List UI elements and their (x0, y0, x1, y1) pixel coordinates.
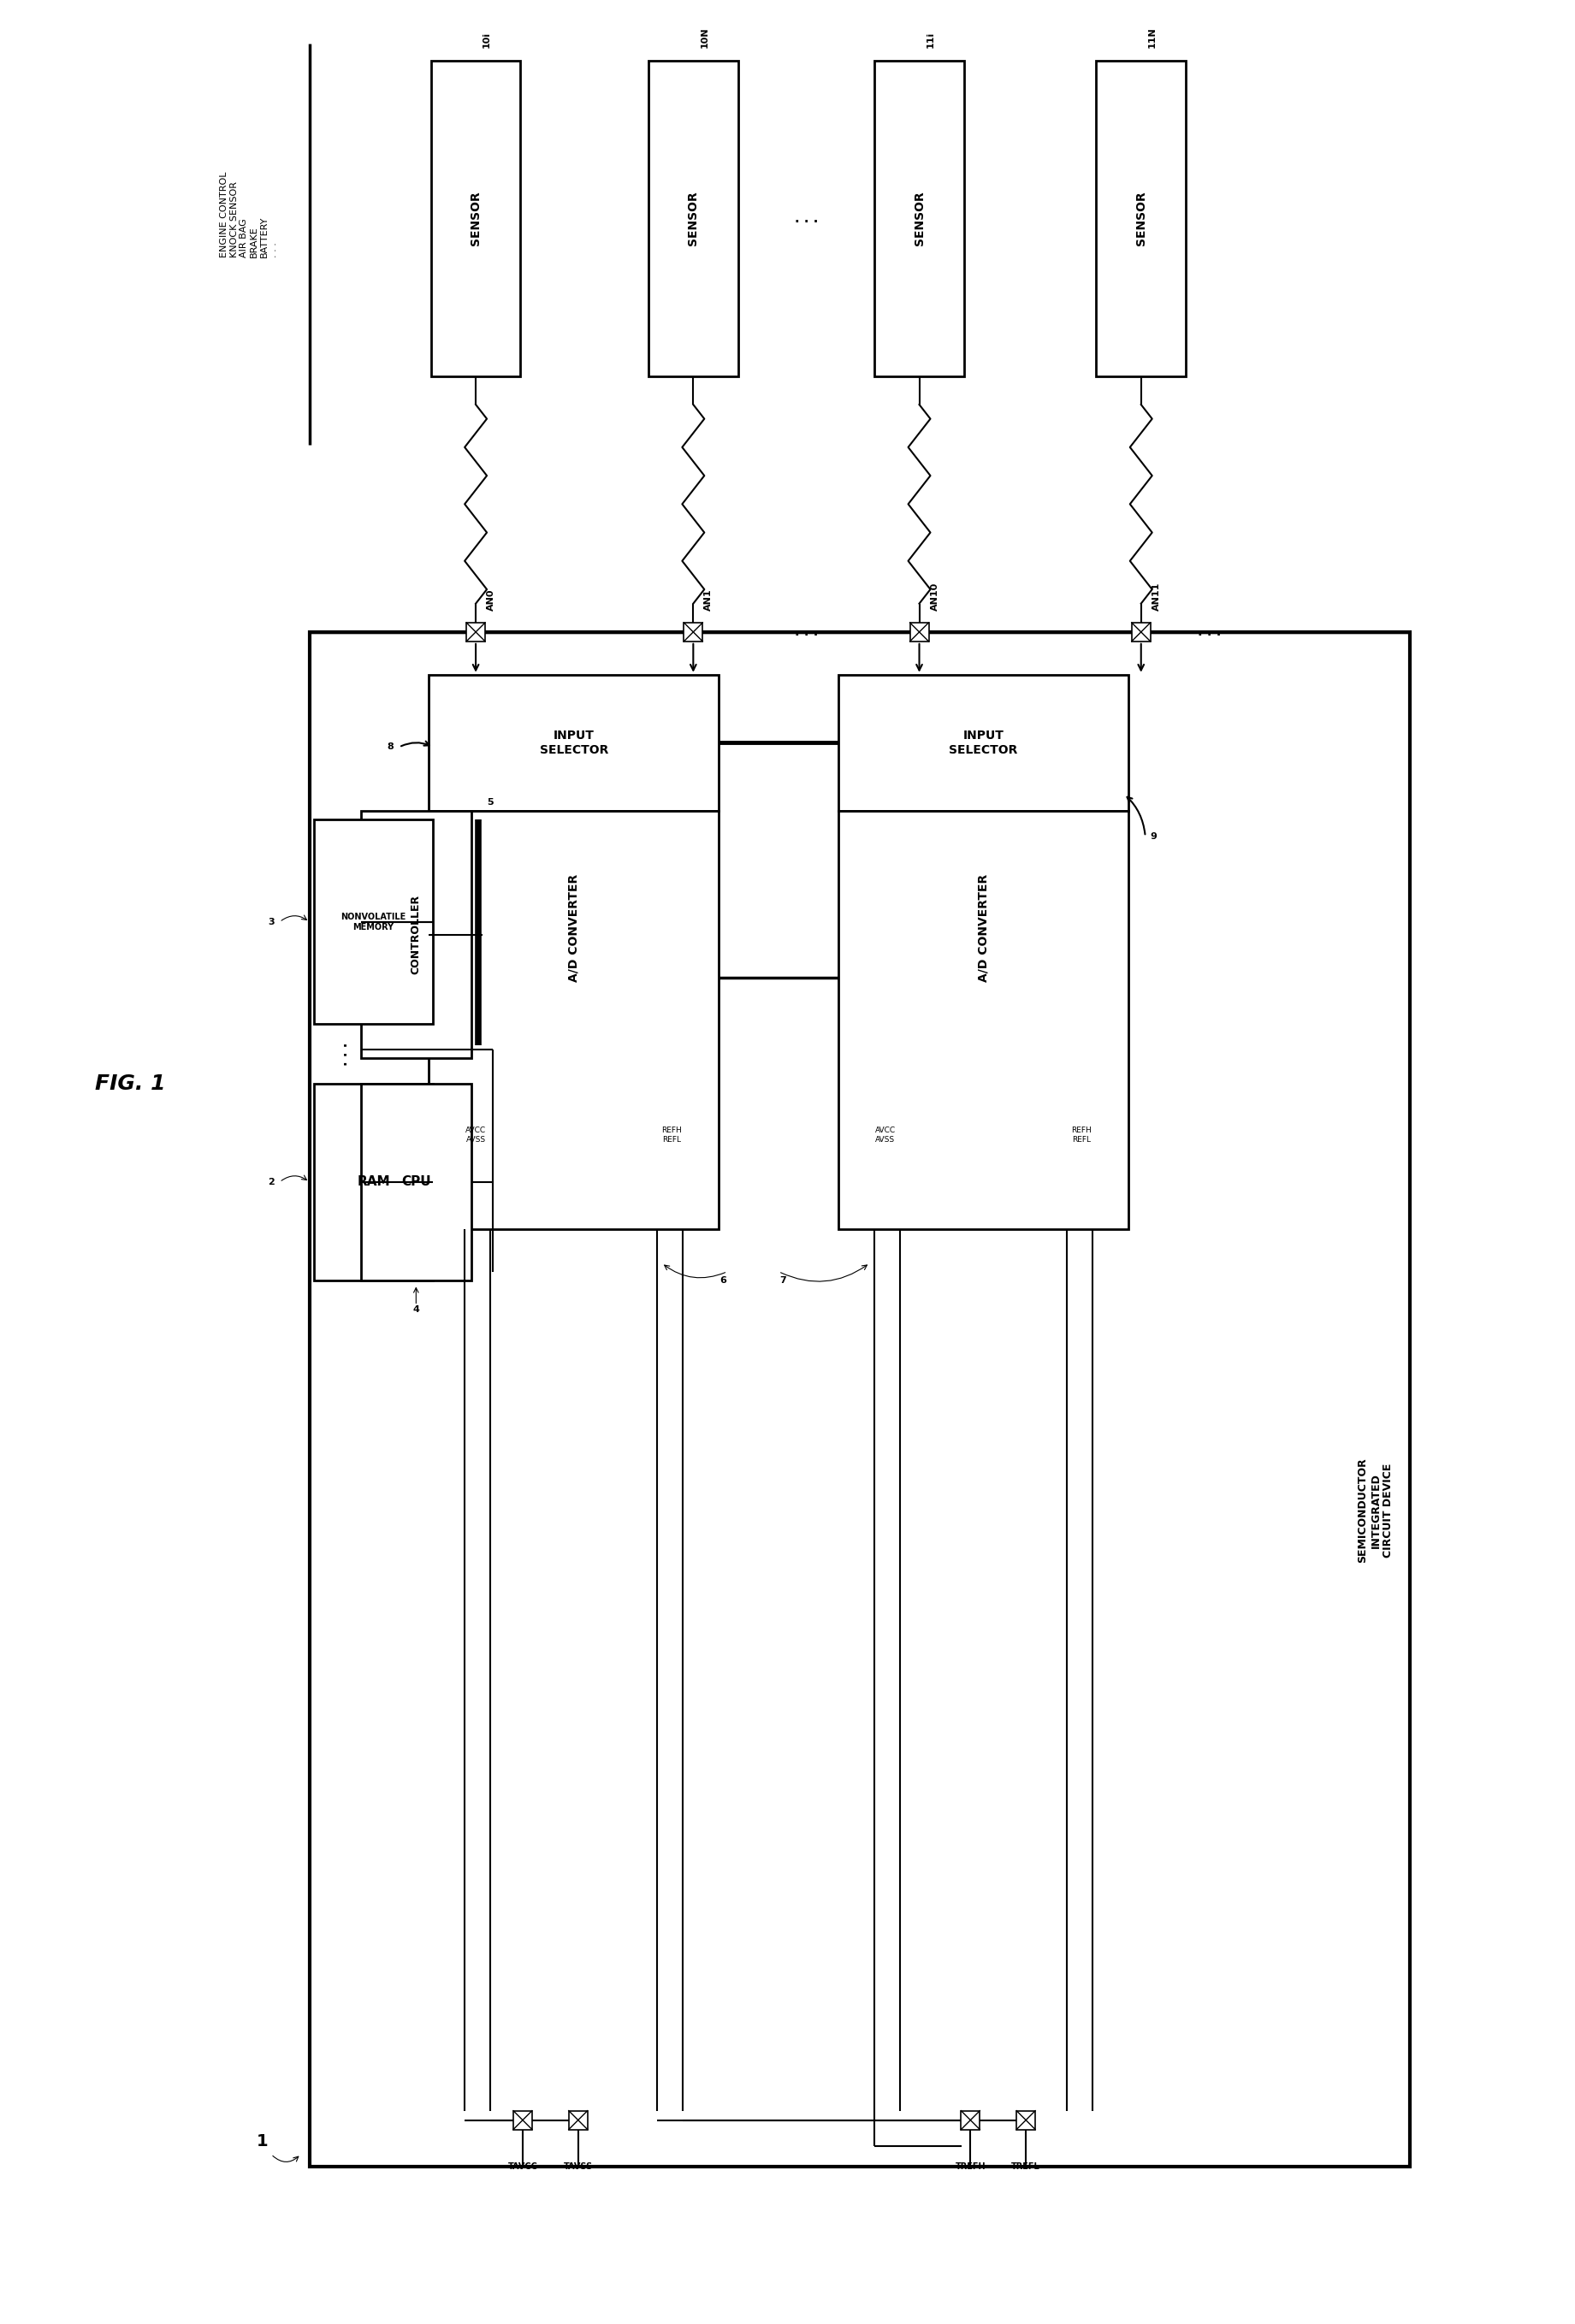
Text: AN10: AN10 (931, 583, 939, 611)
Text: AVCC
AVSS: AVCC AVSS (466, 1127, 487, 1143)
Text: REFH
REFL: REFH REFL (662, 1127, 682, 1143)
Text: CPU: CPU (402, 1176, 432, 1188)
Text: NONVOLATILE
MEMORY: NONVOLATILE MEMORY (340, 913, 406, 932)
Text: SENSOR: SENSOR (914, 191, 925, 246)
Text: AVCC
AVSS: AVCC AVSS (874, 1127, 896, 1143)
Text: 7: 7 (780, 1276, 786, 1285)
Text: CONTROLLER: CONTROLLER (411, 895, 422, 974)
Text: ENGINE CONTROL
KNOCK SENSOR
AIR BAG
BRAKE
BATTERY
. . .: ENGINE CONTROL KNOCK SENSOR AIR BAG BRAK… (220, 172, 279, 258)
Text: AN11: AN11 (1153, 581, 1161, 611)
Bar (313, 820, 433, 1025)
Text: 10N: 10N (699, 28, 709, 49)
Text: TREFL: TREFL (1011, 2164, 1041, 2171)
Text: SENSOR: SENSOR (1136, 191, 1147, 246)
Text: TAVSS: TAVSS (564, 2164, 592, 2171)
Text: INPUT
SELECTOR: INPUT SELECTOR (948, 730, 1017, 755)
Text: . . .: . . . (1197, 625, 1221, 639)
Text: . . .: . . . (794, 211, 817, 225)
Text: 3: 3 (268, 918, 274, 927)
Text: A/D CONVERTER: A/D CONVERTER (976, 874, 989, 983)
Text: 11i: 11i (926, 33, 934, 49)
Text: AN0: AN0 (487, 588, 496, 611)
Text: 11N: 11N (1148, 26, 1156, 49)
Text: 8: 8 (387, 744, 394, 751)
Text: 10i: 10i (482, 33, 491, 49)
Bar (432, 60, 520, 376)
Text: TREFH: TREFH (954, 2164, 986, 2171)
Bar (838, 674, 1128, 811)
Text: REFH
REFL: REFH REFL (1071, 1127, 1091, 1143)
Text: SEMICONDUCTOR
INTEGRATED
CIRCUIT DEVICE: SEMICONDUCTOR INTEGRATED CIRCUIT DEVICE (1358, 1457, 1394, 1562)
Bar (1016, 2110, 1035, 2129)
Text: TAVCC: TAVCC (507, 2164, 537, 2171)
Bar (361, 1083, 471, 1281)
Bar (361, 811, 471, 1057)
Bar (428, 811, 718, 1229)
Text: 1: 1 (257, 2133, 268, 2150)
Text: 5: 5 (487, 797, 493, 806)
Bar (1096, 60, 1186, 376)
Text: 9: 9 (1150, 832, 1158, 841)
Bar (513, 2110, 532, 2129)
Text: . . .: . . . (794, 625, 817, 639)
Bar (313, 1083, 433, 1281)
Text: 6: 6 (720, 1276, 726, 1285)
Text: INPUT
SELECTOR: INPUT SELECTOR (540, 730, 608, 755)
Text: SENSOR: SENSOR (469, 191, 482, 246)
Bar (961, 2110, 980, 2129)
Text: 2: 2 (268, 1178, 274, 1185)
Bar (649, 60, 739, 376)
Bar (569, 2110, 587, 2129)
Text: RAM: RAM (358, 1176, 391, 1188)
Bar (684, 623, 702, 641)
Bar (874, 60, 964, 376)
Text: . . .: . . . (337, 1043, 350, 1067)
Bar (910, 623, 929, 641)
Bar (1132, 623, 1150, 641)
Bar (428, 674, 718, 811)
Text: A/D CONVERTER: A/D CONVERTER (569, 874, 580, 983)
Bar (838, 811, 1128, 1229)
Bar (466, 623, 485, 641)
Text: FIG. 1: FIG. 1 (94, 1074, 165, 1095)
Text: AN1: AN1 (704, 588, 713, 611)
Text: 4: 4 (413, 1306, 419, 1315)
Bar (309, 632, 1410, 2166)
Text: SENSOR: SENSOR (687, 191, 699, 246)
